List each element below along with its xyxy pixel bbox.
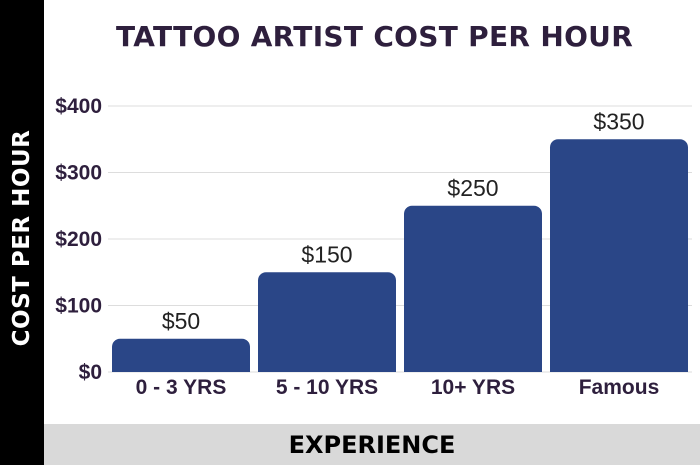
bar	[404, 205, 542, 372]
data-labels: $50 $150 $250 $350	[162, 108, 645, 334]
bar	[258, 272, 396, 372]
data-label: $350	[593, 108, 644, 134]
x-axis-title: EXPERIENCE	[288, 430, 456, 459]
bar	[550, 139, 688, 372]
data-label: $150	[301, 241, 352, 267]
bar-base	[550, 362, 688, 372]
plot-area: $0 $100 $200 $300 $400 0 - 3 YRS 5 - 10 YRS 10…	[55, 95, 692, 399]
y-tick-labels: $0 $100 $200 $300 $400	[55, 95, 102, 384]
bar-base	[112, 362, 250, 372]
bars	[112, 139, 688, 372]
data-label: $50	[162, 308, 200, 334]
data-label: $250	[447, 175, 498, 201]
bar-base	[258, 362, 396, 372]
x-axis-title-band: EXPERIENCE	[44, 424, 700, 465]
y-tick-label: $0	[79, 361, 102, 384]
x-tick-label: 0 - 3 YRS	[136, 376, 227, 399]
chart-title: TATTOO ARTIST COST PER HOUR	[116, 20, 634, 53]
x-tick-label: 5 - 10 YRS	[276, 376, 378, 399]
x-tick-labels: 0 - 3 YRS 5 - 10 YRS 10+ YRS Famous	[136, 376, 660, 399]
x-tick-label: Famous	[579, 376, 660, 399]
y-tick-label: $100	[55, 295, 102, 318]
bar-base	[404, 362, 542, 372]
y-tick-label: $400	[55, 95, 102, 118]
x-tick-label: 10+ YRS	[431, 376, 515, 399]
y-axis-title-band: COST PER HOUR	[0, 0, 44, 465]
y-tick-label: $200	[55, 228, 102, 251]
y-tick-label: $300	[55, 162, 102, 185]
